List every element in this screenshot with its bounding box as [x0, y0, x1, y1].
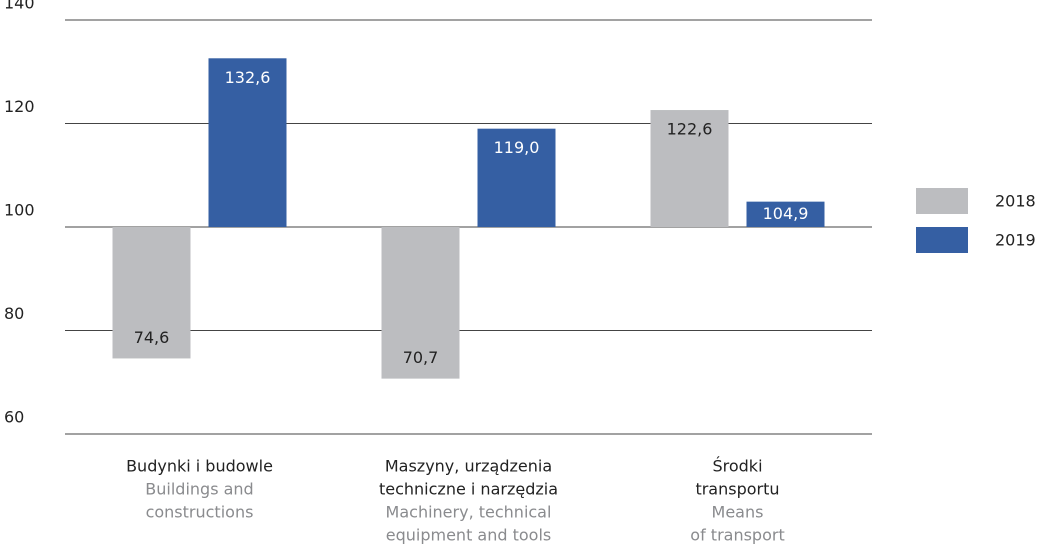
value-label: 122,6: [667, 120, 713, 139]
x-tick-translation: Machinery, technical: [386, 503, 552, 522]
y-tick-label: 60: [4, 408, 24, 427]
bar: [112, 227, 191, 359]
x-tick-label: techniczne i narzędzia: [379, 480, 558, 499]
y-tick-label: 120: [4, 97, 35, 116]
x-tick-label: Maszyny, urządzenia: [385, 457, 552, 476]
legend-swatch: [916, 188, 968, 214]
x-tick-label: transportu: [695, 480, 779, 499]
legend-label: 2018: [995, 192, 1036, 211]
bar: [208, 58, 287, 227]
y-tick-label: 80: [4, 304, 24, 323]
bar: [477, 128, 556, 227]
bar: [746, 201, 825, 227]
y-tick-label: 100: [4, 201, 35, 220]
x-tick-translation: Means: [712, 503, 764, 522]
bar: [381, 227, 460, 379]
value-label: 104,9: [763, 204, 809, 223]
value-label: 74,6: [134, 328, 170, 347]
x-tick-translation: of transport: [690, 526, 784, 545]
x-tick-translation: equipment and tools: [386, 526, 552, 545]
x-tick-label: Środki: [712, 457, 762, 476]
x-tick-label: Budynki i budowle: [126, 457, 273, 476]
value-label: 119,0: [494, 138, 540, 157]
x-tick-translation: Buildings and: [145, 480, 253, 499]
value-label: 132,6: [225, 68, 271, 87]
legend-label: 2019: [995, 231, 1036, 250]
legend-swatch: [916, 227, 968, 253]
bar: [650, 110, 729, 227]
y-tick-label: 140: [4, 0, 35, 13]
value-label: 70,7: [403, 348, 439, 367]
x-tick-translation: constructions: [146, 503, 254, 522]
